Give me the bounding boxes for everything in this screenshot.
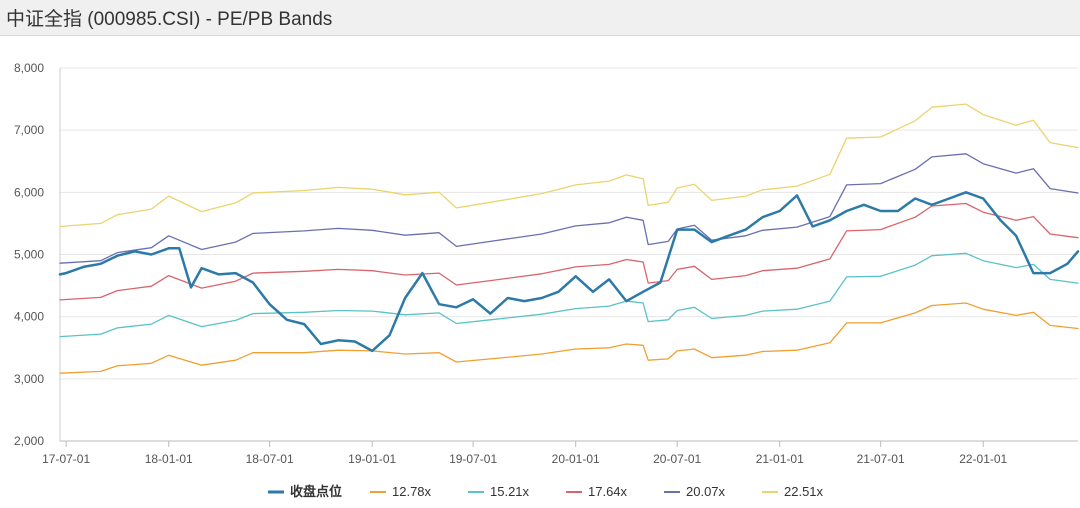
y-tick-label: 5,000	[14, 248, 44, 262]
legend-label: 15.21x	[490, 484, 530, 499]
legend-label: 收盘点位	[290, 484, 342, 499]
x-tick-label: 22-01-01	[959, 452, 1007, 466]
x-tick-label: 21-07-01	[857, 452, 905, 466]
x-tick-label: 19-01-01	[348, 452, 396, 466]
y-tick-label: 8,000	[14, 61, 44, 75]
x-tick-label: 18-01-01	[145, 452, 193, 466]
y-tick-label: 2,000	[14, 434, 44, 448]
window-title: 中证全指 (000985.CSI) - PE/PB Bands	[6, 9, 333, 30]
y-tick-label: 6,000	[14, 185, 44, 199]
y-tick-label: 4,000	[14, 310, 44, 324]
grid-layer	[60, 67, 1078, 442]
title-bar: 中证全指 (000985.CSI) - PE/PB Bands	[0, 0, 1080, 36]
axis-layer: 2,000 3,000 4,000 5,000 6,000 7,000 8,000 17-07…	[14, 61, 1078, 466]
x-tick-label: 20-07-01	[653, 452, 701, 466]
x-tick-label: 19-07-01	[449, 452, 497, 466]
y-tick-label: 7,000	[14, 123, 44, 137]
x-tick-label: 18-07-01	[246, 452, 294, 466]
legend-label: 20.07x	[686, 484, 726, 499]
series-line-4	[59, 153, 1079, 264]
series-layer	[58, 103, 1080, 374]
y-tick-label: 3,000	[14, 372, 44, 386]
legend-label: 12.78x	[392, 484, 432, 499]
legend-label: 17.64x	[588, 484, 628, 499]
x-tick-label: 20-01-01	[552, 452, 600, 466]
series-line-3	[59, 202, 1079, 301]
x-tick-label: 17-07-01	[42, 452, 90, 466]
legend-label: 22.51x	[784, 484, 824, 499]
legend: 收盘点位 12.78x 15.21x 17.64x 20.07x 22.51x	[268, 484, 824, 499]
series-line-2	[59, 252, 1079, 338]
series-line-1	[59, 302, 1079, 374]
series-line-0	[58, 191, 1080, 353]
x-tick-label: 21-01-01	[756, 452, 804, 466]
series-line-5	[59, 103, 1079, 228]
